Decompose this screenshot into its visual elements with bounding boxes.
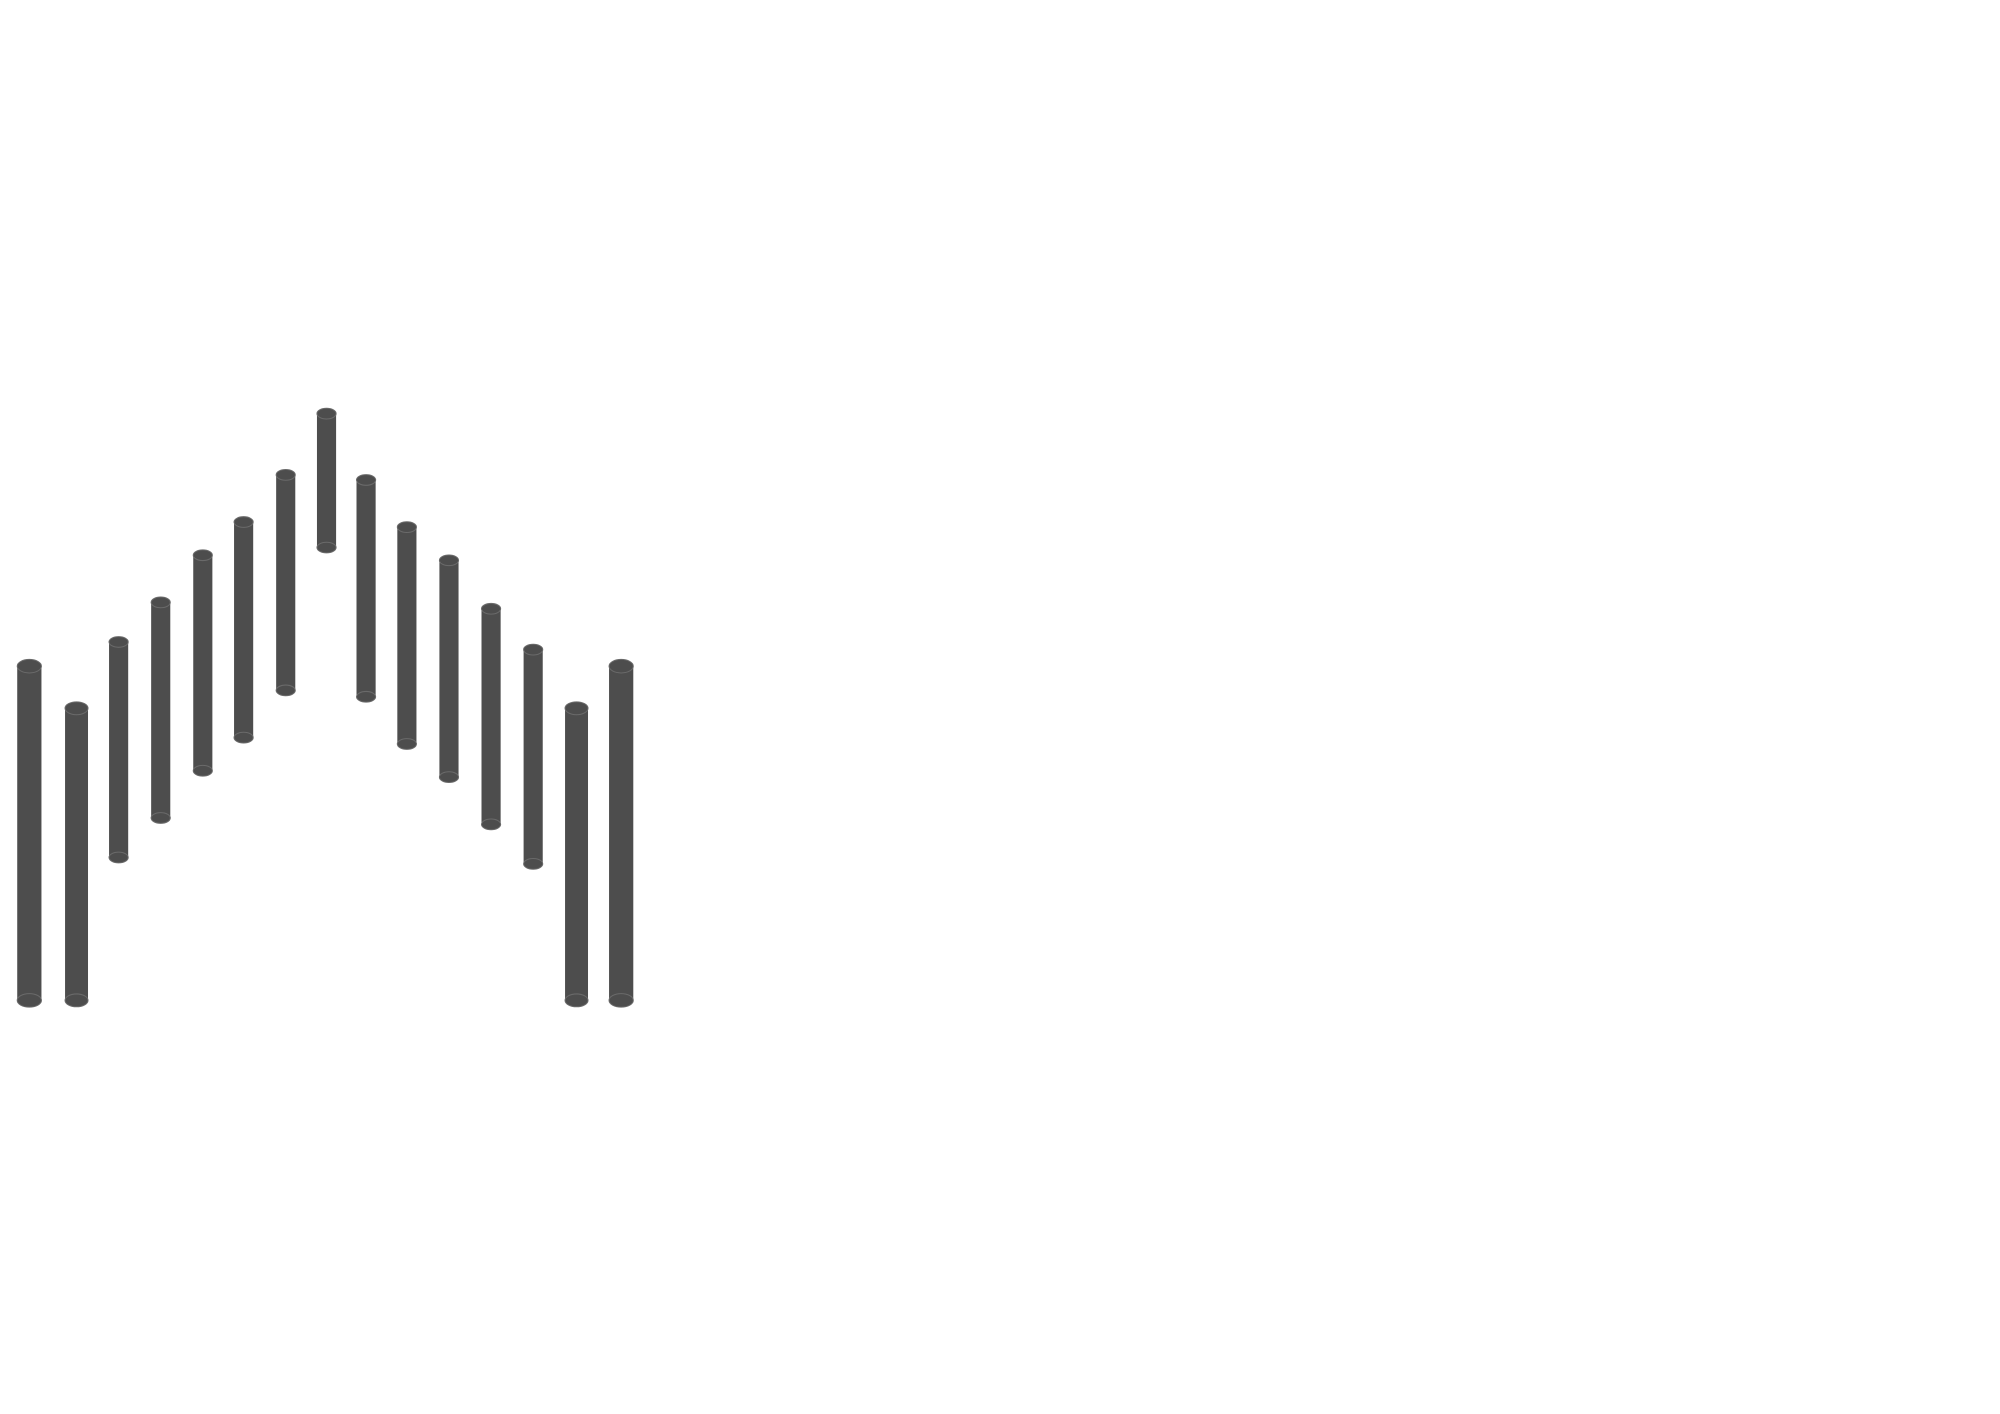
rod-bottom-cap (16, 993, 42, 1008)
rod-top-cap (438, 554, 460, 567)
rod-bottom-cap (608, 993, 634, 1008)
rod-bottom-cap (150, 812, 171, 824)
rod-body (193, 555, 213, 771)
rod-top-cap (523, 643, 544, 656)
rod-body (565, 708, 589, 1001)
rod-bottom-cap (316, 541, 337, 554)
rod-top-cap (564, 701, 589, 716)
rod-top-cap (396, 521, 417, 534)
rod-body (481, 608, 501, 825)
rod-body (151, 602, 171, 818)
rod-bottom-cap (192, 764, 213, 777)
rod-top-cap (108, 636, 129, 648)
rod-bottom-cap (233, 731, 254, 744)
rod-body (276, 474, 296, 691)
rod-bottom-cap (438, 771, 460, 784)
rod-top-cap (150, 596, 171, 609)
rod-group (16, 407, 634, 1008)
rod-bottom-cap (523, 858, 544, 870)
rod-top-cap (608, 658, 634, 674)
rod-top-cap (275, 468, 296, 481)
rod-body (17, 666, 42, 1001)
rod-top-cap (16, 658, 42, 674)
rod-body (65, 708, 89, 1001)
rod-body (316, 413, 337, 548)
rod-top-cap (480, 602, 502, 615)
rod-body (234, 522, 254, 738)
rod-body (523, 649, 543, 864)
rod-body (439, 560, 459, 778)
rod-bottom-cap (564, 993, 589, 1008)
rod-top-cap (233, 516, 254, 528)
rod-body (609, 666, 634, 1001)
rod-bottom-cap (108, 851, 129, 864)
rod-top-cap (192, 549, 213, 562)
rod-bottom-cap (355, 690, 377, 703)
rod-top-cap (355, 474, 377, 486)
rod-bottom-cap (64, 993, 89, 1008)
rod-bottom-cap (480, 818, 502, 831)
rod-top-cap (64, 701, 89, 716)
rod-body (356, 479, 376, 697)
rod-bottom-cap (275, 684, 296, 697)
rod-body (109, 641, 129, 858)
rod-bottom-cap (396, 738, 417, 750)
rod-body (397, 527, 417, 744)
rod-top-cap (316, 407, 337, 420)
